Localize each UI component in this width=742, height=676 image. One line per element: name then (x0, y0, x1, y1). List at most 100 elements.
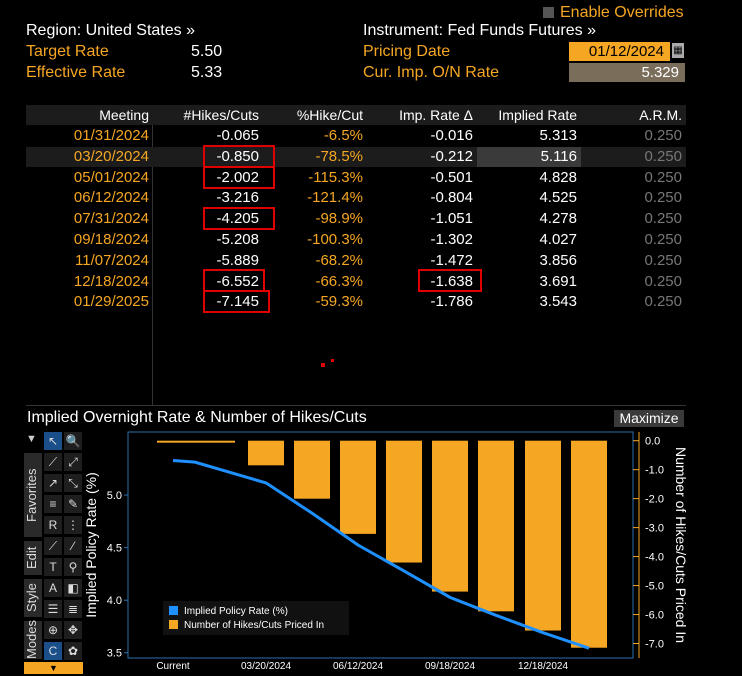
cell-implied-rate[interactable]: 3.691 (539, 272, 577, 290)
font-tool-icon[interactable]: A (44, 579, 62, 597)
cell-implied-rate[interactable]: 3.543 (539, 293, 577, 311)
col-header-imp-rate-delta[interactable]: Imp. Rate Δ (367, 105, 477, 125)
cell-imp-rate-delta[interactable]: -1.786 (430, 293, 473, 311)
r-tool-icon[interactable]: R (44, 516, 62, 534)
pin-tool-icon[interactable]: ✥ (64, 621, 82, 639)
cell-meeting[interactable]: 07/31/2024 (73, 210, 149, 228)
toolbar-expand-icon[interactable]: ▼ (24, 662, 83, 674)
instrument-selector[interactable]: Instrument: Fed Funds Futures » (363, 22, 596, 39)
cell-hikes-cuts[interactable]: -0.850 (216, 147, 259, 165)
calendar-icon[interactable]: ▦ (672, 43, 684, 58)
cell-pct-hike-cut[interactable]: -100.3% (307, 231, 363, 248)
cell-arm[interactable]: 0.250 (644, 168, 682, 186)
tab-modes[interactable]: Modes (24, 620, 42, 659)
trend-tool-icon[interactable]: ↗ (44, 474, 62, 492)
zoom-icon[interactable]: 🔍 (64, 432, 82, 450)
cell-implied-rate[interactable]: 4.828 (539, 168, 577, 186)
cell-imp-rate-delta[interactable]: -1.472 (430, 251, 473, 269)
line-weight-icon[interactable]: ≣ (64, 600, 82, 618)
col-header-pct-hike-cut[interactable]: %Hike/Cut (263, 105, 367, 125)
cell-implied-rate[interactable]: 4.278 (539, 210, 577, 228)
cell-imp-rate-delta[interactable]: -0.016 (430, 127, 473, 144)
grid-tool-icon[interactable]: ⋮ (64, 516, 82, 534)
col-header-meeting[interactable]: Meeting (26, 105, 153, 125)
legend: Implied Policy Rate (%) Number of Hikes/… (163, 601, 349, 635)
cell-hikes-cuts[interactable]: -5.889 (216, 251, 259, 269)
annotation-box (203, 290, 270, 313)
region-selector[interactable]: Region: United States » (26, 22, 195, 39)
cell-hikes-cuts[interactable]: -0.065 (216, 127, 259, 144)
cell-meeting[interactable]: 06/12/2024 (73, 189, 149, 207)
cell-imp-rate-delta[interactable]: -1.638 (430, 272, 473, 290)
implied-rate-line (172, 458, 590, 650)
cell-arm[interactable]: 0.250 (644, 147, 682, 165)
fib-tool-icon[interactable]: ≡ (44, 495, 62, 513)
cell-meeting[interactable]: 05/01/2024 (73, 168, 149, 186)
crosshair-tool-icon[interactable]: ⊕ (44, 621, 62, 639)
line-style-icon[interactable]: ☰ (44, 600, 62, 618)
fill-tool-icon[interactable]: ◧ (64, 579, 82, 597)
color-mode-icon[interactable]: ✿ (64, 642, 82, 660)
cell-imp-rate-delta[interactable]: -0.804 (430, 189, 473, 207)
text-tool-icon[interactable]: T (44, 558, 62, 576)
maximize-button[interactable]: Maximize (614, 410, 684, 427)
mode-c-icon[interactable]: C (44, 642, 62, 660)
cell-implied-rate[interactable]: 4.525 (539, 189, 577, 207)
cell-pct-hike-cut[interactable]: -68.2% (315, 251, 363, 269)
segment-tool-icon[interactable]: ⤢ (64, 453, 82, 471)
cell-meeting[interactable]: 01/31/2024 (73, 127, 149, 144)
cell-arm[interactable]: 0.250 (644, 293, 682, 311)
channel-tool-icon[interactable]: ⤡ (64, 474, 82, 492)
dash-tool-icon[interactable]: ⁄ (64, 537, 82, 555)
pricing-date-input[interactable]: 01/12/2024 (569, 42, 670, 61)
cell-hikes-cuts[interactable]: -3.216 (216, 189, 259, 207)
draw-tool-icon[interactable]: ⟋ (44, 537, 62, 555)
tab-edit[interactable]: Edit (24, 541, 42, 575)
cell-arm[interactable]: 0.250 (644, 210, 682, 228)
col-header-arm[interactable]: A.R.M. (581, 105, 686, 125)
cell-hikes-cuts[interactable]: -7.145 (216, 293, 259, 311)
cell-meeting[interactable]: 09/18/2024 (73, 231, 149, 248)
cell-arm[interactable]: 0.250 (644, 272, 682, 290)
y-tick-label: 4.0 (107, 595, 122, 607)
cell-hikes-cuts[interactable]: -6.552 (216, 272, 259, 290)
col-header-hikes-cuts[interactable]: #Hikes/Cuts (153, 105, 263, 125)
cell-arm[interactable]: 0.250 (644, 251, 682, 269)
line-tool-icon[interactable]: ⟋ (44, 453, 62, 471)
cell-pct-hike-cut[interactable]: -121.4% (307, 189, 363, 207)
y2-tick-label: -1.0 (645, 465, 664, 477)
cell-imp-rate-delta[interactable]: -1.302 (430, 231, 473, 248)
cell-arm[interactable]: 0.250 (644, 189, 682, 207)
cell-meeting[interactable]: 12/18/2024 (73, 272, 149, 290)
col-header-implied-rate[interactable]: Implied Rate (477, 105, 581, 125)
cell-imp-rate-delta[interactable]: -0.212 (430, 147, 473, 165)
cell-arm[interactable]: 0.250 (644, 231, 682, 248)
cell-implied-rate[interactable]: 3.856 (539, 251, 577, 269)
toolbar-collapse-icon[interactable]: ▼ (26, 433, 37, 445)
cell-pct-hike-cut[interactable]: -59.3% (315, 293, 363, 311)
cell-pct-hike-cut[interactable]: -98.9% (315, 210, 363, 228)
cell-hikes-cuts[interactable]: -5.208 (216, 231, 259, 248)
cell-meeting[interactable]: 11/07/2024 (75, 251, 149, 269)
pointer-icon[interactable]: ↖ (44, 432, 62, 450)
cell-hikes-cuts[interactable]: -2.002 (216, 168, 259, 186)
enable-overrides-checkbox[interactable]: Enable Overrides (543, 4, 684, 22)
cell-pct-hike-cut[interactable]: -6.5% (323, 127, 363, 144)
cell-hikes-cuts[interactable]: -4.205 (216, 210, 259, 228)
shape-tool-icon[interactable]: ⚲ (64, 558, 82, 576)
cell-pct-hike-cut[interactable]: -115.3% (308, 168, 363, 186)
cell-pct-hike-cut[interactable]: -66.3% (315, 272, 363, 290)
cell-imp-rate-delta[interactable]: -0.501 (430, 168, 473, 186)
cell-implied-rate[interactable]: 5.116 (540, 147, 577, 165)
cell-pct-hike-cut[interactable]: -78.5% (315, 147, 363, 165)
pen-tool-icon[interactable]: ✎ (64, 495, 82, 513)
cell-arm[interactable]: 0.250 (644, 127, 682, 144)
cell-imp-rate-delta[interactable]: -1.051 (430, 210, 473, 228)
cell-implied-rate[interactable]: 4.027 (539, 231, 577, 248)
tab-style[interactable]: Style (24, 579, 42, 617)
cell-implied-rate[interactable]: 5.313 (539, 127, 577, 144)
cell-meeting[interactable]: 01/29/2025 (73, 293, 149, 311)
tab-favorites[interactable]: Favorites (24, 453, 42, 537)
cell-meeting[interactable]: 03/20/2024 (73, 147, 149, 165)
